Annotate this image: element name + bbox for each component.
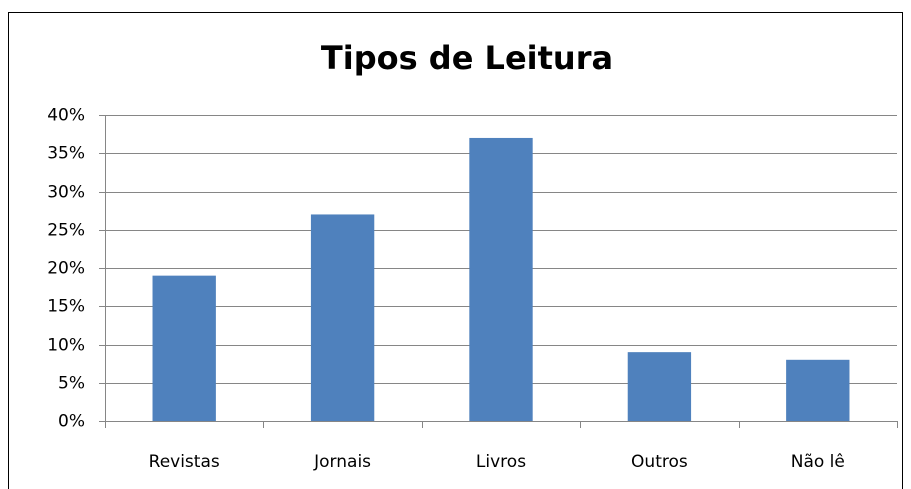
y-tick-label: 40% (47, 106, 85, 126)
y-tick-label: 5% (58, 374, 85, 394)
chart-title: Tipos de Leitura (321, 39, 613, 77)
bar (786, 359, 850, 421)
bar (469, 137, 533, 421)
y-tick-label: 35% (47, 144, 85, 164)
bar (627, 352, 692, 421)
y-tick-label: 30% (47, 183, 85, 203)
y-tick-label: 15% (47, 297, 85, 317)
x-tick-label: Outros (631, 452, 688, 472)
x-tick-label: Jornais (313, 452, 371, 472)
chart-frame (8, 12, 903, 489)
bar (152, 275, 216, 421)
bar (310, 214, 375, 421)
y-tick-label: 10% (47, 336, 85, 356)
y-tick-label: 0% (58, 412, 85, 432)
y-tick-label: 25% (47, 221, 85, 241)
x-tick-label: Livros (476, 452, 526, 472)
x-tick-label: Não lê (791, 452, 845, 472)
y-tick-label: 20% (47, 259, 85, 279)
x-tick-label: Revistas (149, 452, 220, 472)
